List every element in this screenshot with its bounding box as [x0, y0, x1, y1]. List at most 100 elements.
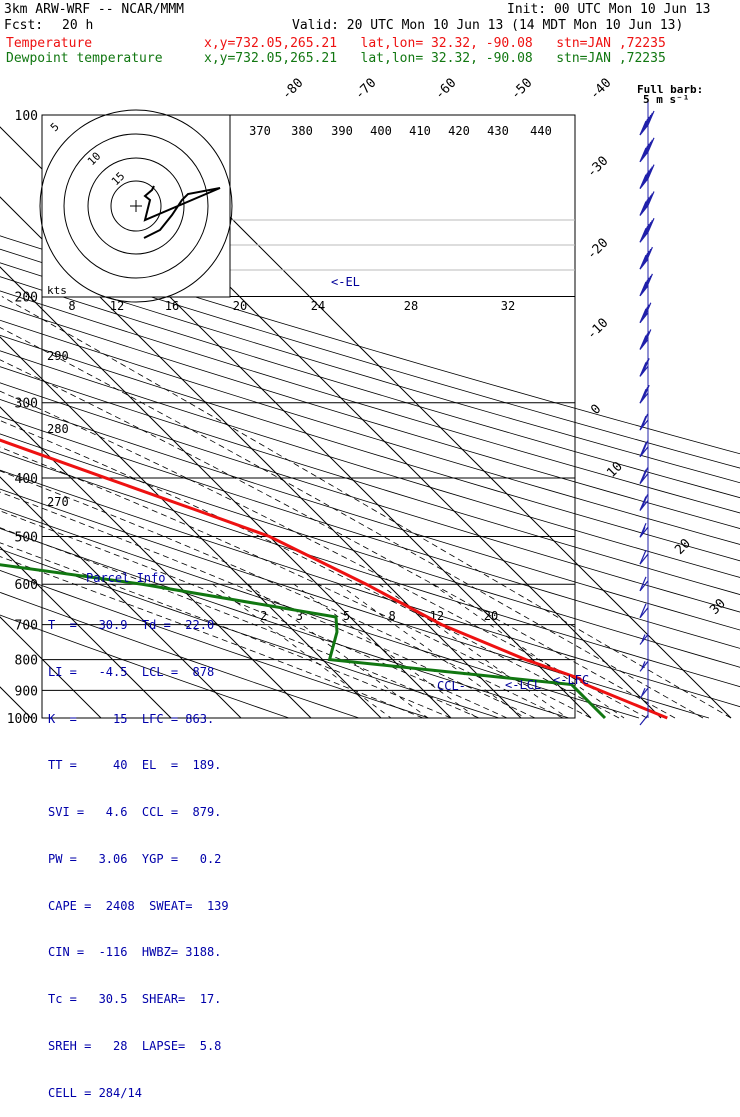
skewt-chart: 2 3 5 8 12 20 100 200 300 400 500 600 700 800 900 1000…: [0, 76, 740, 727]
dry-adiabat-line: [0, 304, 740, 529]
model-title: 3km ARW-WRF -- NCAR/MMM: [4, 2, 185, 17]
dry-adiabat-line: [0, 416, 740, 649]
parcel-info-title: Parcel Info: [86, 571, 166, 586]
theta-label: 430: [487, 124, 509, 138]
hodograph-units-label: kts: [47, 284, 67, 297]
wind-barb-flag: [642, 384, 650, 400]
dry-adiabat-line: [0, 614, 290, 719]
hodograph-trace: [143, 185, 221, 239]
dry-adiabat-line: [0, 591, 360, 719]
theta-label: 380: [291, 124, 313, 138]
parcel-line: SREH = 28 LAPSE= 5.8: [48, 1039, 222, 1053]
forecast-label: Fcst:: [4, 18, 44, 33]
ccl-marker: CCL-: [437, 679, 466, 693]
pressure-label: 500: [15, 530, 38, 545]
wind-barb-flag: [641, 494, 649, 509]
isotherm-label: -70: [352, 76, 379, 103]
mixing-ratio-line: [247, 583, 429, 719]
theta-left-label: 290: [47, 349, 69, 363]
theta-e-label: 32: [501, 299, 515, 313]
wind-barb-flag: [639, 362, 647, 377]
isotherm-label: -30: [584, 154, 611, 181]
dry-adiabat-line: [0, 248, 740, 469]
wind-barb: [639, 218, 655, 243]
wind-barb-flag: [641, 386, 649, 402]
wind-barb-flag: [642, 116, 650, 132]
parcel-line: SVI = 4.6 CCL = 879.: [48, 805, 222, 820]
wind-barb-flag: [644, 195, 652, 210]
wind-barb: [639, 164, 655, 190]
wind-barb-flag: [639, 254, 647, 270]
wind-barb-flag: [639, 335, 647, 350]
wind-barb-flag: [641, 172, 649, 187]
parcel-line: PW = 3.06 YGP = 0.2: [48, 851, 222, 866]
dry-adiabat-line: [0, 569, 430, 719]
pressure-label: 200: [15, 291, 38, 306]
wind-barb-flag: [642, 358, 650, 373]
forecast-hour: 20 h: [62, 18, 94, 33]
wind-barb: [639, 714, 649, 726]
wind-barb: [639, 137, 655, 163]
wind-barb: [639, 246, 653, 270]
wind-barb-flag: [644, 275, 652, 291]
parcel-line: CIN = -116 HWBZ= 3188.: [48, 945, 222, 960]
pressure-label: 400: [15, 472, 38, 487]
hodograph-ring: [39, 109, 233, 303]
dry-adiabat-line: [0, 366, 740, 595]
wind-barb: [639, 191, 655, 216]
theta-e-label: 28: [404, 299, 418, 313]
wind-barb-flag: [641, 687, 646, 696]
wind-barb-flag: [639, 442, 647, 458]
wind-barb-flag: [639, 469, 647, 484]
mixing-ratio-label: 5: [343, 609, 350, 623]
wind-barb: [639, 576, 649, 592]
isotherm-line: [0, 616, 102, 719]
wind-barb-flag: [641, 226, 649, 241]
parcel-line: Tc = 30.5 SHEAR= 17.: [48, 992, 222, 1007]
wind-barb: [639, 494, 649, 511]
isotherm-line: [0, 196, 522, 719]
pressure-label: 1000: [7, 712, 38, 727]
isotherm-label: -60: [432, 76, 459, 103]
wind-barb-flag: [645, 273, 653, 289]
theta-label: 440: [530, 124, 552, 138]
wind-barb-flag: [647, 137, 655, 153]
hodograph-ring: [110, 180, 162, 232]
pressure-label: 600: [15, 578, 38, 593]
wind-barb-flag: [642, 250, 650, 266]
wind-barb-flag: [644, 248, 652, 264]
theta-label: 410: [409, 124, 431, 138]
pressure-label: 900: [15, 684, 38, 699]
wind-barb-flag: [641, 145, 649, 161]
wind-barb-flag: [641, 258, 646, 267]
dry-adiabat-line: [0, 382, 740, 613]
dry-adiabat-line: [0, 276, 740, 499]
mixing-ratio-label: 3: [296, 609, 303, 623]
temperature-trace: [0, 438, 668, 720]
wind-barb-flag: [639, 523, 647, 538]
dry-adiabat-line: [0, 262, 740, 484]
wind-barb-flag: [641, 419, 646, 428]
wind-barb-flag: [639, 308, 647, 323]
wind-barb: [639, 384, 650, 404]
pressure-label: 800: [15, 654, 38, 669]
wind-barb-flag: [641, 661, 646, 669]
wind-barb-flag: [644, 114, 652, 130]
parcel-line: K = 15 LFC = 863.: [48, 711, 215, 726]
pressure-label: 700: [15, 619, 38, 634]
isotherm-label: -10: [584, 316, 611, 343]
wind-barb-flag: [645, 193, 653, 208]
pressure-label: 300: [15, 397, 38, 412]
parcel-line: T = 30.9 Td = 22.0: [48, 617, 215, 632]
dry-adiabat-line: [0, 334, 740, 562]
wind-barb-flag: [641, 446, 646, 455]
wind-barb-flag: [645, 112, 653, 128]
wind-barb-flag: [639, 603, 647, 618]
lfc-marker: <-LFC: [553, 673, 589, 687]
wind-barb: [639, 467, 649, 485]
dewpoint-location: x,y=732.05,265.21 lat,lon= 32.32, -90.08…: [204, 51, 666, 66]
theta-e-label: 16: [165, 299, 179, 313]
theta-e-label: 8: [68, 299, 75, 313]
wind-barb-flag: [641, 333, 649, 348]
isotherm-label: 10: [604, 459, 626, 481]
